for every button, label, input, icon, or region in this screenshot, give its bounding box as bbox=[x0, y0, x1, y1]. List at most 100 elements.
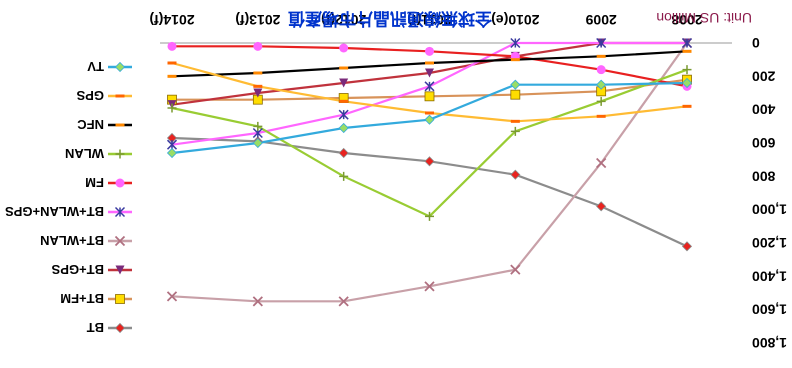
y-tick-label: 400 bbox=[752, 102, 776, 118]
data-point bbox=[339, 99, 349, 103]
data-point bbox=[339, 66, 349, 70]
data-point bbox=[596, 157, 607, 169]
legend-label: BT+WLAN+GPS bbox=[5, 204, 104, 219]
data-point bbox=[167, 74, 177, 78]
x-tick-label: 2014(f) bbox=[149, 12, 194, 28]
series-markers bbox=[166, 37, 693, 307]
data-point bbox=[338, 147, 349, 159]
data-point bbox=[510, 89, 521, 100]
data-point bbox=[510, 58, 520, 62]
legend-label: NFC bbox=[77, 117, 104, 132]
data-point bbox=[115, 149, 125, 159]
data-point bbox=[681, 77, 693, 89]
y-tick-label: 1,600 bbox=[752, 302, 787, 318]
y-tick-label: 1,800 bbox=[752, 335, 787, 351]
chart-title: 全球無線通訊晶片市場產值 bbox=[288, 8, 493, 29]
legend-label: BT+GPS bbox=[51, 262, 104, 277]
data-point bbox=[339, 171, 349, 181]
x-tick-label: 2011(f) bbox=[407, 12, 451, 28]
data-point bbox=[167, 41, 177, 51]
data-point bbox=[596, 65, 606, 75]
flipped-content: 0 200 400 600 800 1,000 1,200 1,400 1,600 1,800 2… bbox=[5, 8, 787, 351]
data-point bbox=[167, 61, 177, 65]
series-lines bbox=[171, 41, 688, 303]
data-point bbox=[596, 114, 606, 118]
y-tick-label: 200 bbox=[752, 68, 776, 84]
data-point bbox=[338, 109, 349, 120]
series-line bbox=[171, 136, 688, 248]
data-point bbox=[424, 281, 435, 292]
y-tick-label: 1,000 bbox=[752, 202, 787, 218]
y-tick-label: 1,200 bbox=[752, 235, 787, 251]
legend-label: BT+WLAN bbox=[40, 233, 104, 248]
legend: BT BT+FM BT+GPS BT+WLAN BT+WLAN+GPS FM WLAN NFC… bbox=[5, 59, 132, 335]
data-point bbox=[424, 114, 435, 125]
data-point bbox=[596, 54, 606, 58]
data-point bbox=[253, 84, 263, 88]
data-point bbox=[425, 211, 434, 221]
data-point bbox=[682, 49, 692, 53]
data-point bbox=[424, 91, 435, 102]
data-point bbox=[166, 132, 178, 144]
data-point bbox=[115, 94, 125, 98]
data-point bbox=[115, 123, 125, 127]
data-point bbox=[510, 119, 520, 123]
data-point bbox=[425, 61, 434, 65]
data-point bbox=[682, 65, 692, 75]
y-tick-label: 1,400 bbox=[752, 268, 787, 284]
x-tick-label: 2009 bbox=[585, 12, 616, 28]
data-point bbox=[596, 79, 607, 90]
data-point bbox=[252, 137, 263, 149]
x-tick-label: 2013(f) bbox=[235, 12, 280, 28]
data-point bbox=[114, 61, 126, 73]
data-point bbox=[424, 156, 435, 167]
legend-label: TV bbox=[87, 59, 104, 74]
data-point bbox=[425, 111, 434, 115]
data-point bbox=[339, 43, 349, 53]
data-point bbox=[252, 296, 263, 307]
data-point bbox=[338, 122, 349, 134]
data-point bbox=[425, 46, 434, 56]
data-point bbox=[510, 264, 521, 275]
legend-label: FM bbox=[85, 175, 104, 190]
legend-label: GPS bbox=[76, 88, 104, 103]
data-point bbox=[339, 78, 349, 88]
data-point bbox=[682, 104, 692, 108]
data-point bbox=[510, 169, 521, 180]
series-line bbox=[171, 42, 688, 303]
data-point bbox=[114, 206, 126, 218]
x-tick-label: 2008 bbox=[671, 12, 702, 28]
data-point bbox=[115, 294, 125, 304]
data-point bbox=[424, 81, 435, 92]
data-point bbox=[253, 71, 263, 75]
y-axis-ticks: 0 200 400 600 800 1,000 1,200 1,400 1,600 1,800 bbox=[752, 35, 787, 351]
data-point bbox=[510, 79, 521, 90]
data-point bbox=[596, 96, 606, 106]
x-axis-ticks: 2008 2009 2010(e) 2011(f) 2012(f) 2013(f) 2014… bbox=[149, 12, 702, 28]
legend-label: BT+FM bbox=[60, 291, 104, 306]
data-point bbox=[115, 265, 125, 275]
data-point bbox=[253, 88, 263, 98]
x-tick-label: 2012(f) bbox=[321, 12, 366, 28]
data-point bbox=[681, 37, 693, 49]
y-tick-label: 0 bbox=[752, 35, 760, 51]
y-tick-label: 600 bbox=[752, 135, 776, 151]
data-point bbox=[253, 121, 263, 131]
unit-label: Unit: US Million bbox=[656, 10, 752, 26]
data-point bbox=[166, 147, 178, 159]
data-point bbox=[681, 241, 693, 252]
data-point bbox=[253, 41, 263, 51]
data-point bbox=[596, 37, 607, 49]
data-point bbox=[510, 37, 521, 49]
legend-label: BT bbox=[87, 320, 104, 335]
data-point bbox=[338, 296, 349, 307]
data-point bbox=[114, 322, 126, 334]
y-tick-label: 800 bbox=[752, 168, 776, 184]
data-point bbox=[510, 126, 520, 136]
data-point bbox=[596, 201, 607, 212]
data-point bbox=[166, 139, 178, 150]
data-point bbox=[425, 68, 434, 78]
data-point bbox=[114, 235, 126, 247]
